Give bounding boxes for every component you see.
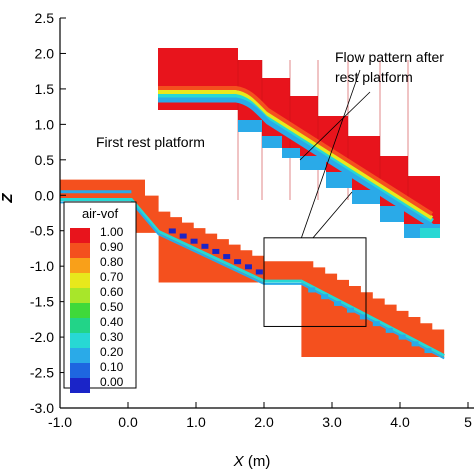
- legend-level-label: 0.10: [100, 360, 124, 374]
- step-tip: [179, 233, 187, 239]
- y-tick-label: 0.5: [35, 152, 55, 168]
- legend-level-label: 0.80: [100, 255, 124, 269]
- x-tick-label: 5: [464, 414, 472, 430]
- connector-line: [312, 191, 353, 239]
- y-tick-label: 0.0: [35, 187, 55, 203]
- step-tip: [168, 228, 176, 234]
- step-tip: [359, 314, 367, 320]
- legend-swatch: [70, 333, 90, 348]
- y-ticks: 2.5 2.0 1.5 1.0 0.5 0.0 -0.5 -1.0 -1.5 -2.0 -2.5 -3…: [30, 10, 66, 416]
- y-tick-label: -2.0: [30, 329, 54, 345]
- inset-interface-blue: [158, 97, 434, 229]
- step-tip: [346, 307, 354, 313]
- step-tip: [255, 269, 263, 275]
- inset-step: [326, 172, 352, 188]
- y-tick-label: -2.5: [30, 365, 54, 381]
- step-tip: [321, 294, 329, 300]
- step-tip: [234, 259, 242, 265]
- connector-line: [301, 69, 361, 238]
- y-tick-label: 2.0: [35, 45, 55, 61]
- step-tip: [334, 300, 342, 306]
- legend-swatch: [70, 303, 90, 318]
- legend: air-vof 1.000.900.800.700.600.500.400.30…: [63, 201, 137, 393]
- legend-swatch: [70, 348, 90, 363]
- inset-step: [282, 148, 300, 158]
- step-tip: [212, 248, 220, 254]
- zoom-connector-lines: [263, 69, 371, 327]
- legend-level-label: 0.90: [100, 240, 124, 254]
- inset-step: [352, 190, 380, 204]
- step-tip: [190, 238, 198, 244]
- inset-step: [238, 120, 262, 132]
- legend-swatches: 1.000.900.800.700.600.500.400.300.200.10…: [70, 225, 124, 393]
- y-tick-label: -1.0: [30, 258, 54, 274]
- legend-level-label: 0.20: [100, 345, 124, 359]
- x-tick-label: 2.0: [254, 414, 274, 430]
- legend-title: air-vof: [82, 206, 119, 221]
- annotation-flow-pattern-line1: Flow pattern after: [335, 49, 444, 65]
- y-tick-label: -1.5: [30, 294, 54, 310]
- step-tip: [244, 264, 252, 270]
- inset-interface-orange: [158, 86, 434, 216]
- legend-swatch: [70, 363, 90, 378]
- x-ticks: -1.0 0.0 1.0 2.0 3.0 4.0 5: [48, 402, 472, 430]
- x-axis-var: X: [233, 453, 245, 470]
- inset-step: [262, 136, 282, 148]
- y-axis-label: Z: [0, 193, 16, 204]
- x-tick-label: -1.0: [48, 414, 72, 430]
- legend-swatch: [70, 228, 90, 243]
- step-tip: [385, 327, 393, 333]
- zoom-box: [263, 237, 367, 327]
- y-tick-label: -0.5: [30, 223, 54, 239]
- legend-swatch: [70, 273, 90, 288]
- inset-step: [300, 156, 326, 170]
- legend-level-label: 0.40: [100, 315, 124, 329]
- step-tip: [411, 341, 419, 347]
- interface-line: [60, 198, 445, 357]
- legend-swatch: [70, 318, 90, 333]
- annotation-flow-pattern-line2: rest platform: [335, 69, 413, 85]
- zoom-inset: [158, 48, 440, 238]
- annotation-first-rest: First rest platform: [96, 134, 205, 150]
- x-tick-label: 4.0: [390, 414, 410, 430]
- inset-step: [380, 206, 404, 222]
- inset-interface-yellow: [158, 90, 434, 220]
- y-tick-label: 2.5: [35, 10, 55, 26]
- step-tip: [372, 321, 380, 327]
- x-tick-label: 1.0: [186, 414, 206, 430]
- legend-swatch: [70, 288, 90, 303]
- x-axis-unit: (m): [244, 453, 271, 470]
- legend-level-label: 0.50: [100, 300, 124, 314]
- legend-swatch: [70, 243, 90, 258]
- step-tip: [398, 334, 406, 340]
- x-tick-label: 0.0: [118, 414, 138, 430]
- upstream-platform: [60, 181, 132, 192]
- annotations: Flow pattern after rest platform First r…: [96, 49, 444, 150]
- y-tick-label: 1.5: [35, 81, 55, 97]
- legend-level-label: 0.00: [100, 375, 124, 389]
- legend-level-label: 1.00: [100, 225, 124, 239]
- step-tip: [424, 348, 432, 354]
- y-tick-label: 1.0: [35, 116, 55, 132]
- x-tick-label: 3.0: [322, 414, 342, 430]
- connector-line: [299, 91, 371, 161]
- inset-interface-cyan: [158, 92, 434, 225]
- axes: [59, 18, 474, 409]
- inset-step: [420, 228, 440, 238]
- step-tip: [223, 254, 231, 260]
- y-tick-label: -3.0: [30, 400, 54, 416]
- x-axis-label: X (m): [233, 453, 271, 470]
- step-tip: [201, 243, 209, 249]
- legend-level-label: 0.60: [100, 285, 124, 299]
- legend-level-label: 0.30: [100, 330, 124, 344]
- legend-swatch: [70, 258, 90, 273]
- step-tip: [308, 287, 316, 293]
- legend-level-label: 0.70: [100, 270, 124, 284]
- legend-swatch: [70, 378, 90, 393]
